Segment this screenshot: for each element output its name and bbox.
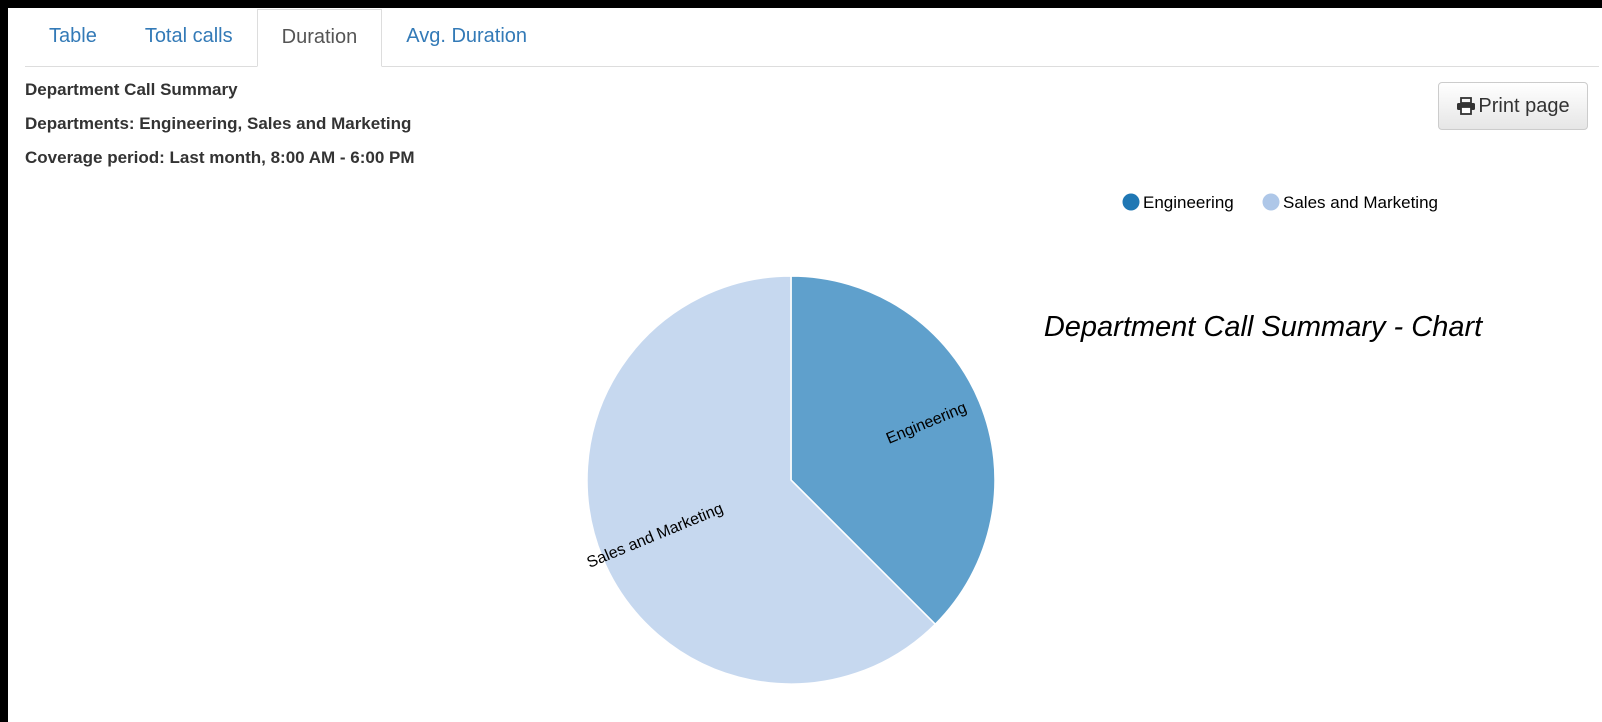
tab-table[interactable]: Table [49,25,97,47]
chart-title: Department Call Summary - Chart [1044,311,1484,343]
report-info: Department Call Summary Departments: Eng… [25,80,415,182]
report-departments: Departments: Engineering, Sales and Mark… [25,114,412,133]
chart-legend: Engineering Sales and Marketing [1122,193,1438,212]
report-panel: Table Total calls Duration Avg. Duration… [8,8,1602,722]
pie-slices [586,275,996,685]
tab-bar: Table Total calls Duration Avg. Duration [25,8,1599,67]
tab-duration[interactable]: Duration [256,9,383,67]
printer-icon [1456,97,1476,115]
pie-slice-sales-and-marketing[interactable] [586,275,937,685]
pie-chart: Engineering Sales and Marketing Engineeri… [585,193,1484,685]
legend-label: Sales and Marketing [1283,193,1438,212]
tab-avg-duration[interactable]: Avg. Duration [406,25,528,47]
legend-swatch [1262,193,1280,211]
tab-total-calls[interactable]: Total calls [144,25,233,47]
legend-item-engineering[interactable]: Engineering [1122,193,1234,212]
print-page-label: Print page [1478,94,1570,117]
pie-slice-engineering[interactable] [790,275,996,626]
report-title: Department Call Summary [25,80,238,99]
legend-label: Engineering [1143,193,1234,212]
report-coverage: Coverage period: Last month, 8:00 AM - 6… [25,148,415,167]
legend-item-sales-and-marketing[interactable]: Sales and Marketing [1262,193,1438,212]
print-page-button[interactable]: Print page [1438,82,1588,130]
legend-swatch [1122,193,1140,211]
